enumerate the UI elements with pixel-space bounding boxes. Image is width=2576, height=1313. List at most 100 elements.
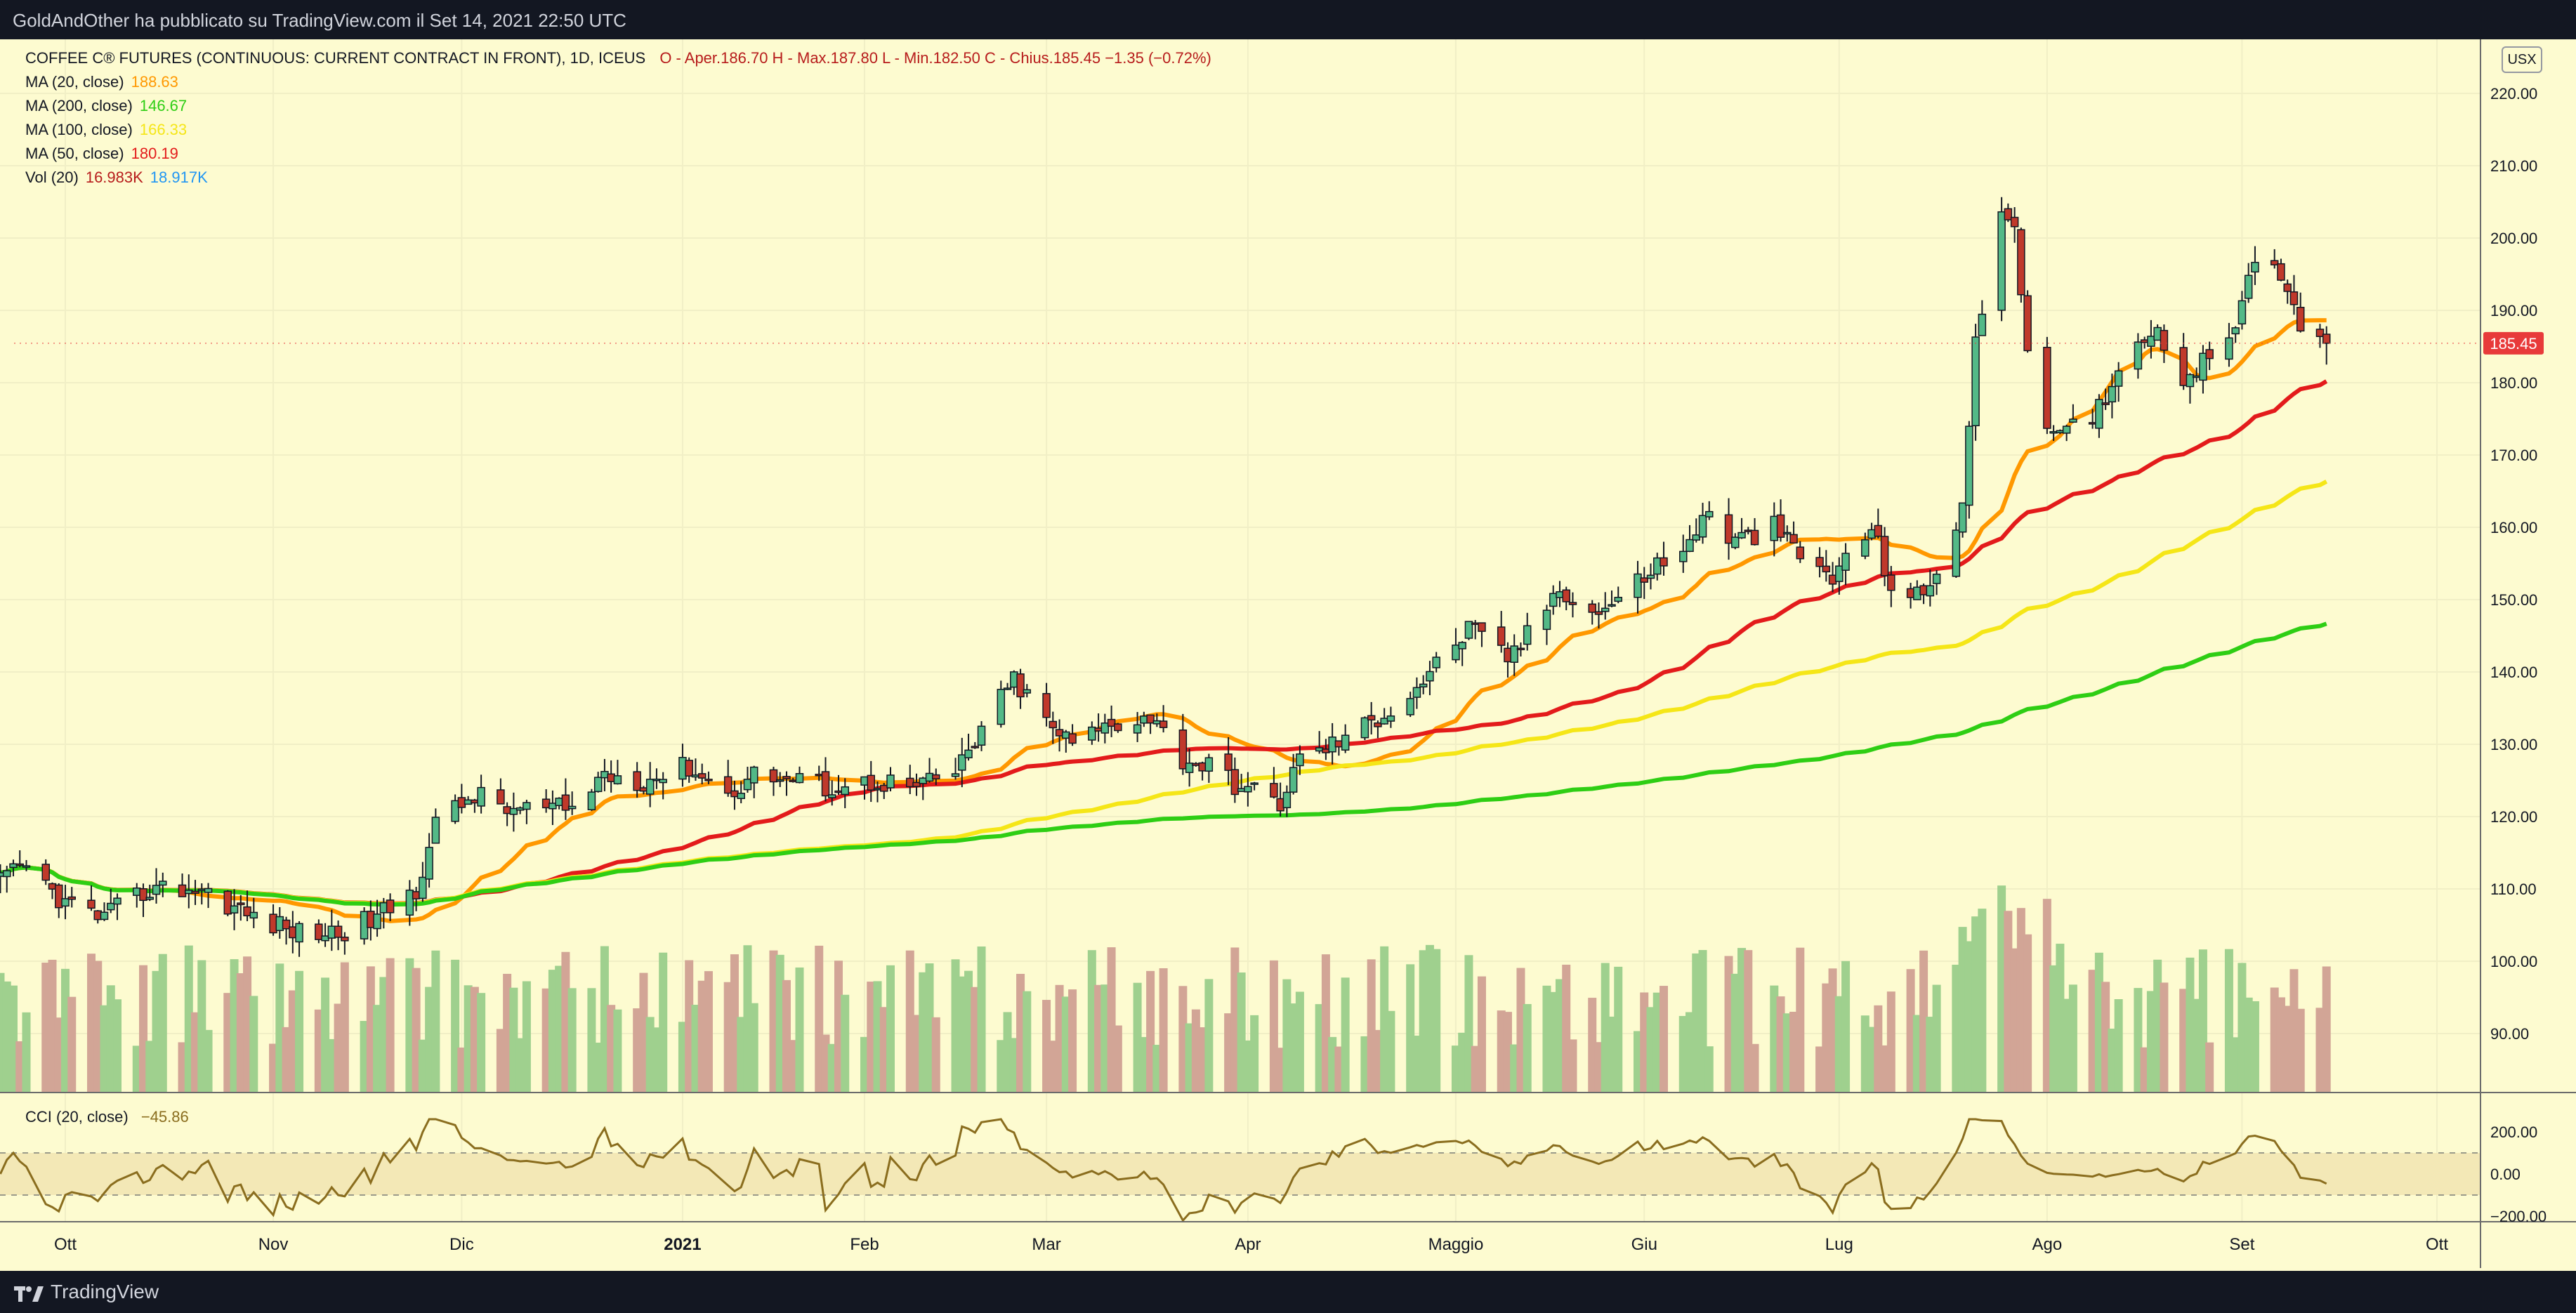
candle-body — [178, 884, 187, 897]
volume-bar — [2237, 963, 2247, 1093]
currency-button[interactable]: USX — [2502, 46, 2542, 73]
candle-body — [1783, 532, 1792, 535]
volume-bar — [1295, 991, 1304, 1093]
volume-bar — [873, 981, 882, 1093]
volume-bar — [1367, 959, 1376, 1093]
volume-bar — [841, 994, 850, 1093]
candle-body — [827, 794, 836, 798]
candle-body — [334, 925, 343, 938]
candle-body — [1140, 715, 1148, 724]
candle-body — [2049, 431, 2058, 434]
candle-body — [360, 911, 369, 939]
volume-bar — [282, 1027, 291, 1093]
volume-bar — [730, 954, 739, 1093]
volume-bar — [1023, 991, 1032, 1093]
candle-body — [204, 888, 213, 893]
volume-bar — [691, 1004, 700, 1093]
candle-body — [912, 781, 921, 787]
volume-bar — [2062, 998, 2071, 1093]
tradingview-logo[interactable]: TradingView — [14, 1281, 159, 1303]
candle-body — [2277, 263, 2285, 281]
ma-legend-label: MA (100, close) — [25, 121, 133, 138]
volume-bar — [600, 946, 609, 1093]
chart-canvas[interactable]: 90.00 100.00 110.00 120.00 130.00 140.00 150.0… — [0, 0, 2576, 1271]
volume-bar — [789, 1040, 798, 1093]
candle-body — [159, 880, 167, 886]
time-tick-label: Lug — [1825, 1235, 1853, 1254]
candle-body — [1296, 753, 1304, 767]
candle-body — [497, 789, 505, 805]
volume-bar — [470, 987, 479, 1093]
candle-body — [315, 923, 323, 940]
candle-body — [269, 913, 277, 934]
candle-body — [886, 774, 895, 789]
ma-legend-label: MA (20, close) — [25, 73, 124, 91]
price-axis-background — [2480, 39, 2576, 1271]
volume-bar — [2010, 948, 2019, 1093]
volume-bar — [2134, 988, 2143, 1093]
volume-bar — [2, 981, 11, 1093]
candle-body — [87, 899, 96, 909]
volume-bar — [61, 968, 70, 1093]
candle-body — [1685, 539, 1694, 553]
volume-bar — [145, 1041, 155, 1093]
candle-body — [2108, 385, 2117, 403]
candle-body — [749, 766, 758, 784]
volume-ma-legend-value: 18.917K — [150, 169, 208, 186]
candle-body — [1698, 515, 1707, 538]
candle-body — [1471, 622, 1480, 626]
volume-bar — [704, 971, 713, 1093]
volume-bar — [139, 965, 148, 1093]
candle-body — [567, 805, 577, 810]
candle-body — [54, 884, 63, 909]
volume-bar — [1867, 1027, 1877, 1093]
candle-body — [951, 773, 960, 777]
candle-body — [1913, 586, 1921, 600]
candle-body — [1114, 723, 1122, 732]
volume-bar — [1334, 1046, 1343, 1093]
volume-bar — [1094, 984, 1103, 1093]
candle-body — [1724, 514, 1733, 544]
candle-body — [678, 757, 687, 780]
volume-bar — [22, 1012, 31, 1093]
price-tick-label: 110.00 — [2490, 880, 2537, 898]
candle-body — [1133, 724, 1142, 734]
candle-body — [1250, 782, 1259, 785]
volume-bar — [1185, 1023, 1194, 1093]
volume-bar — [2153, 959, 2162, 1093]
candle-body — [509, 807, 518, 815]
volume-bar — [2108, 1029, 2117, 1093]
candle-body — [1750, 529, 1759, 546]
volume-bar — [2146, 991, 2155, 1093]
candle-body — [958, 754, 966, 771]
volume-bar — [1282, 979, 1292, 1093]
candle-body — [1049, 720, 1058, 729]
volume-bar — [1919, 950, 1928, 1093]
volume-bar — [412, 968, 421, 1093]
candle-body — [593, 777, 603, 793]
volume-bar — [1269, 960, 1278, 1093]
price-tick-label: 90.00 — [2490, 1025, 2529, 1043]
volume-bar — [2322, 966, 2331, 1093]
candle-body — [1822, 565, 1831, 573]
volume-bar — [295, 970, 304, 1093]
volume-bar — [2244, 997, 2253, 1093]
ma-legend-label: MA (50, close) — [25, 145, 124, 162]
candle-body — [67, 896, 77, 900]
candle-body — [9, 863, 18, 869]
volume-bar — [425, 987, 434, 1093]
volume-bar — [1912, 1015, 1921, 1093]
candle-body — [1062, 731, 1070, 739]
volume-bar — [1633, 1031, 1642, 1093]
candle-body — [964, 749, 973, 758]
volume-bar — [1646, 1007, 1655, 1093]
volume-bar — [1886, 991, 1895, 1093]
candle-body — [523, 802, 531, 810]
volume-bar — [2231, 1037, 2240, 1093]
candle-body — [919, 777, 928, 784]
volume-bar — [1451, 1045, 1460, 1093]
volume-bar — [1133, 982, 1142, 1093]
price-tick-label: 160.00 — [2490, 519, 2537, 536]
volume-bar — [1061, 996, 1070, 1093]
